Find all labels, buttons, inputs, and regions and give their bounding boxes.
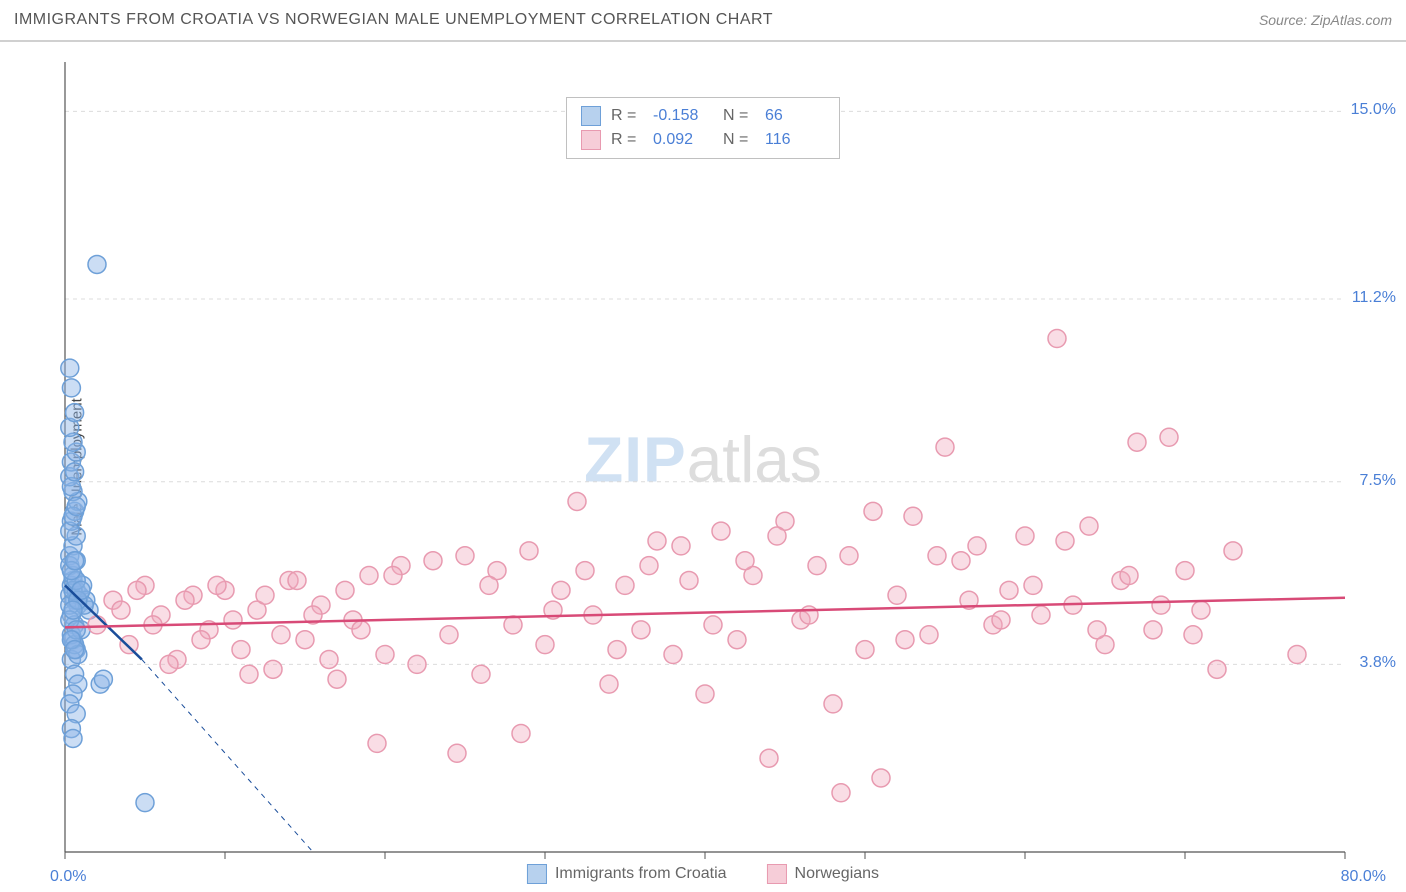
x-axis-min-label: 0.0% xyxy=(50,868,86,886)
r-value-1: -0.158 xyxy=(653,107,713,125)
r-label-1: R = xyxy=(611,107,643,125)
r-label-2: R = xyxy=(611,131,643,149)
legend-item-2: Norwegians xyxy=(767,864,879,884)
r-value-2: 0.092 xyxy=(653,131,713,149)
n-value-1: 66 xyxy=(765,107,825,125)
swatch-series-2 xyxy=(581,130,601,150)
correlation-row-2: R = 0.092 N = 116 xyxy=(581,128,825,152)
y-axis-label-1: 7.5% xyxy=(1360,472,1396,490)
legend-label-1: Immigrants from Croatia xyxy=(555,865,727,883)
legend-item-1: Immigrants from Croatia xyxy=(527,864,727,884)
n-label-2: N = xyxy=(723,131,755,149)
y-axis-label-3: 15.0% xyxy=(1351,101,1396,119)
chart-title: IMMIGRANTS FROM CROATIA VS NORWEGIAN MAL… xyxy=(14,11,773,29)
bottom-legend: Immigrants from Croatia Norwegians xyxy=(527,864,879,884)
n-label-1: N = xyxy=(723,107,755,125)
legend-swatch-2 xyxy=(767,864,787,884)
y-axis-label-0: 3.8% xyxy=(1360,654,1396,672)
n-value-2: 116 xyxy=(765,131,825,149)
chart-header: IMMIGRANTS FROM CROATIA VS NORWEGIAN MAL… xyxy=(0,0,1406,42)
source-attribution: Source: ZipAtlas.com xyxy=(1259,12,1392,28)
chart-area: Male Unemployment ZIPatlas R = -0.158 N … xyxy=(0,42,1406,892)
correlation-legend: R = -0.158 N = 66 R = 0.092 N = 116 xyxy=(566,97,840,159)
y-axis-label-2: 11.2% xyxy=(1352,289,1396,307)
correlation-row-1: R = -0.158 N = 66 xyxy=(581,104,825,128)
scatter-plot xyxy=(45,42,1406,892)
swatch-series-1 xyxy=(581,106,601,126)
legend-label-2: Norwegians xyxy=(795,865,879,883)
x-axis-max-label: 80.0% xyxy=(1341,868,1386,886)
legend-swatch-1 xyxy=(527,864,547,884)
